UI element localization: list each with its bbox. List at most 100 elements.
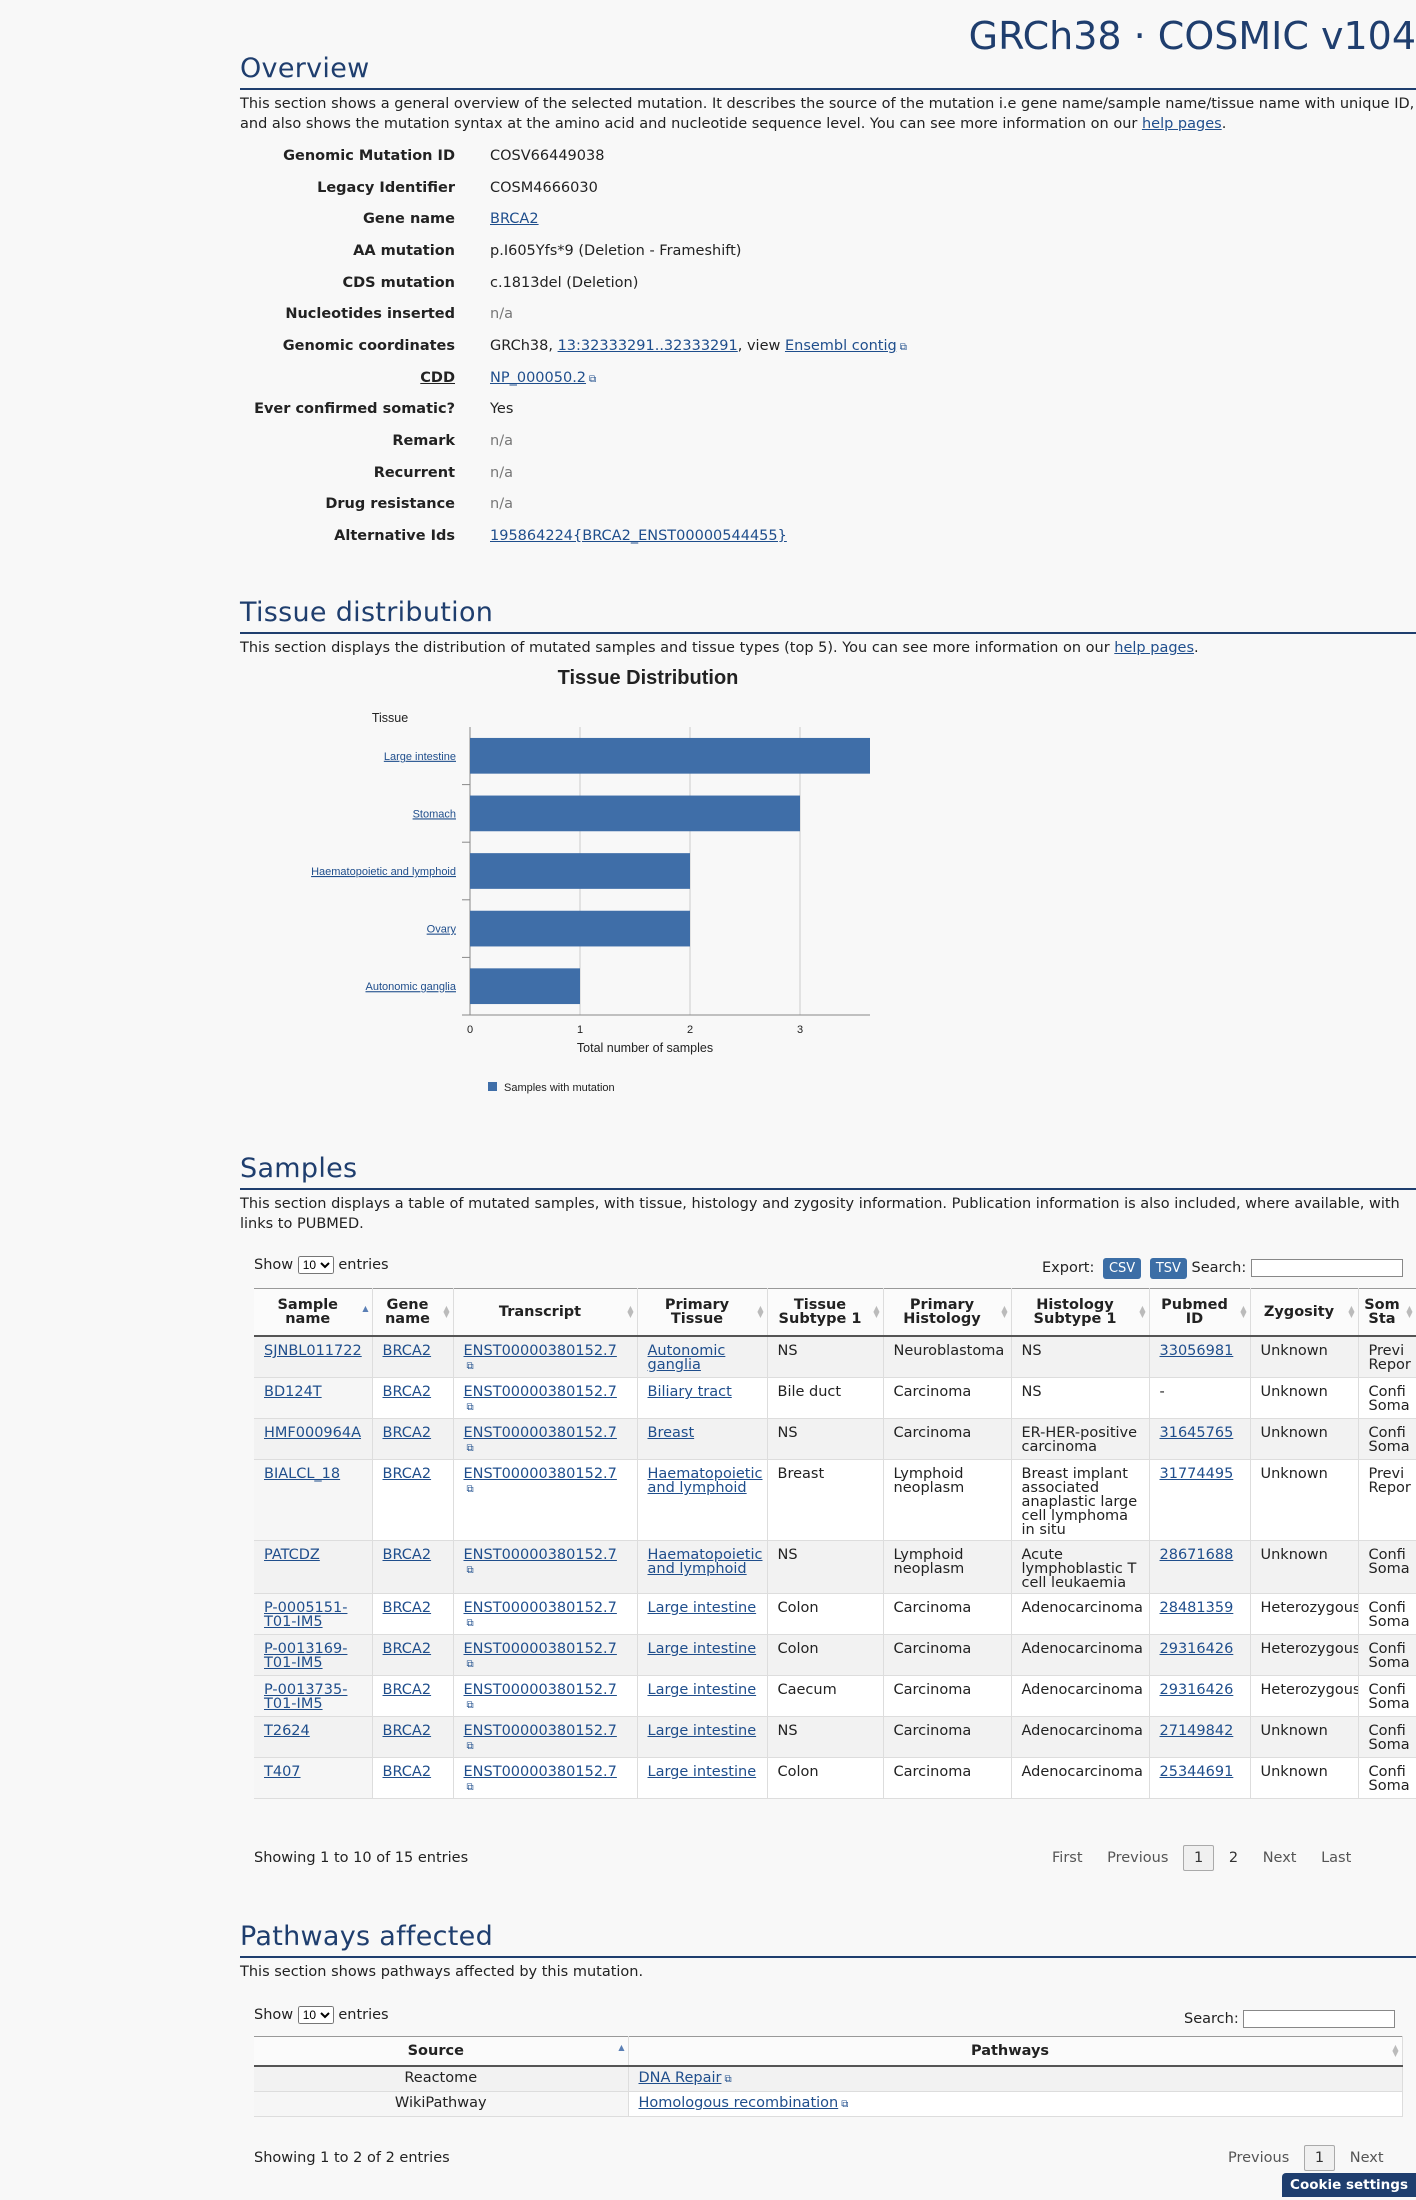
- page-1-button[interactable]: 1: [1183, 1845, 1215, 1871]
- pubmed-link[interactable]: 28481359: [1159, 1600, 1234, 1616]
- page-1-button[interactable]: 1: [1303, 2145, 1336, 2171]
- category-label[interactable]: Stomach: [413, 808, 456, 820]
- gene-link[interactable]: BRCA2: [382, 1723, 432, 1739]
- tissue-link[interactable]: Large intestine: [647, 1764, 757, 1780]
- column-header[interactable]: Pathways ▲ ▼: [628, 2036, 1403, 2067]
- column-header[interactable]: Sample name ▲: [254, 1288, 373, 1337]
- sample-link[interactable]: BD124T: [264, 1384, 322, 1400]
- coordinates-link[interactable]: 13:32333291..32333291: [557, 337, 738, 354]
- samples-search-input[interactable]: [1250, 1259, 1403, 1277]
- gene-link[interactable]: BRCA2: [382, 1343, 432, 1359]
- table-cell: Carcinoma: [883, 1716, 1012, 1758]
- column-header[interactable]: Primary Histology ▲ ▼: [883, 1288, 1012, 1337]
- pathway-link[interactable]: DNA Repair: [639, 2070, 732, 2086]
- sample-link[interactable]: HMF000964A: [264, 1425, 362, 1441]
- transcript-link[interactable]: ENST00000380152.7: [464, 1425, 617, 1455]
- sample-link[interactable]: SJNBL011722: [264, 1343, 362, 1359]
- tissue-link[interactable]: Large intestine: [647, 1682, 757, 1698]
- page-length-select[interactable]: 10: [297, 2006, 334, 2024]
- gene-link[interactable]: BRCA2: [382, 1425, 432, 1441]
- transcript-link[interactable]: ENST00000380152.7: [464, 1466, 617, 1496]
- column-header[interactable]: Pubmed ID ▲ ▼: [1149, 1288, 1251, 1337]
- pathway-link[interactable]: Homologous recombination: [639, 2095, 849, 2111]
- gene-link[interactable]: BRCA2: [382, 1682, 432, 1698]
- table-cell: Unknown: [1250, 1377, 1359, 1419]
- page-length-control: Show 10 entries: [254, 2006, 389, 2024]
- pubmed-link[interactable]: 28671688: [1159, 1547, 1234, 1563]
- last-page-button[interactable]: Last: [1321, 1850, 1352, 1866]
- tissue-link[interactable]: Large intestine: [647, 1641, 757, 1657]
- gene-link[interactable]: BRCA2: [382, 1547, 432, 1563]
- ensembl-contig-link[interactable]: Ensembl contig: [785, 338, 907, 354]
- help-pages-link[interactable]: help pages: [1114, 640, 1195, 656]
- genomic-mutation-id: COSV66449038: [490, 147, 605, 164]
- sample-link[interactable]: PATCDZ: [264, 1547, 320, 1563]
- column-header[interactable]: Transcript ▲ ▼: [453, 1288, 638, 1337]
- transcript-link[interactable]: ENST00000380152.7: [464, 1641, 617, 1671]
- tissue-link[interactable]: Large intestine: [647, 1723, 757, 1739]
- pubmed-link[interactable]: 33056981: [1159, 1343, 1234, 1359]
- tissue-link[interactable]: Breast: [647, 1425, 695, 1441]
- gene-link[interactable]: BRCA2: [382, 1466, 432, 1482]
- category-label[interactable]: Ovary: [427, 924, 457, 936]
- next-page-button[interactable]: Next: [1349, 2150, 1384, 2166]
- transcript-link[interactable]: ENST00000380152.7: [464, 1343, 617, 1373]
- tissue-link[interactable]: Large intestine: [647, 1600, 757, 1616]
- tsv-export-button[interactable]: TSV: [1149, 1258, 1187, 1279]
- gene-link[interactable]: BRCA2: [382, 1600, 432, 1616]
- csv-export-button[interactable]: CSV: [1102, 1258, 1142, 1279]
- sample-link[interactable]: P-0013169-T01-IM5: [264, 1641, 348, 1671]
- transcript-link[interactable]: ENST00000380152.7: [464, 1723, 617, 1753]
- column-header[interactable]: Som Sta ▲ ▼: [1358, 1288, 1416, 1337]
- category-label[interactable]: Haematopoietic and lymphoid: [311, 866, 456, 878]
- tissue-link[interactable]: Autonomic ganglia: [647, 1343, 726, 1373]
- transcript-link[interactable]: ENST00000380152.7: [464, 1384, 617, 1414]
- column-header[interactable]: Source ▲: [254, 2036, 629, 2067]
- sample-link[interactable]: T407: [264, 1764, 301, 1780]
- pathways-search-input[interactable]: [1243, 2010, 1396, 2028]
- column-header[interactable]: Primary Tissue ▲ ▼: [637, 1288, 768, 1337]
- previous-page-button[interactable]: Previous: [1107, 1850, 1169, 1866]
- pubmed-link[interactable]: 31645765: [1159, 1425, 1234, 1441]
- transcript-link[interactable]: ENST00000380152.7: [464, 1547, 617, 1577]
- tissue-link[interactable]: Haematopoietic and lymphoid: [647, 1466, 763, 1496]
- transcript-link[interactable]: ENST00000380152.7: [464, 1682, 617, 1712]
- pubmed-link[interactable]: 25344691: [1159, 1764, 1234, 1780]
- previous-page-button[interactable]: Previous: [1228, 2150, 1290, 2166]
- tissue-link[interactable]: Haematopoietic and lymphoid: [647, 1547, 763, 1577]
- category-label[interactable]: Large intestine: [384, 751, 456, 763]
- pubmed-link[interactable]: 31774495: [1159, 1466, 1234, 1482]
- tissue-link[interactable]: Biliary tract: [647, 1384, 732, 1400]
- page-2-button[interactable]: 2: [1228, 1850, 1239, 1866]
- help-pages-link[interactable]: help pages: [1141, 116, 1222, 132]
- cdd-link[interactable]: NP_000050.2: [490, 370, 596, 386]
- next-page-button[interactable]: Next: [1262, 1850, 1297, 1866]
- pubmed-link[interactable]: 27149842: [1159, 1723, 1234, 1739]
- page-length-select[interactable]: 10: [297, 1256, 334, 1274]
- sample-link[interactable]: T2624: [264, 1723, 310, 1739]
- column-header[interactable]: Tissue Subtype 1 ▲ ▼: [767, 1288, 884, 1337]
- pubmed-link[interactable]: 29316426: [1159, 1682, 1234, 1698]
- sort-icon: ▲ ▼: [443, 1304, 450, 1319]
- gene-link[interactable]: BRCA2: [382, 1641, 432, 1657]
- alternative-ids-link[interactable]: 195864224{BRCA2_ENST00000544455}: [490, 528, 787, 545]
- transcript-link[interactable]: ENST00000380152.7: [464, 1600, 617, 1630]
- first-page-button[interactable]: First: [1052, 1850, 1083, 1866]
- cookie-settings-button[interactable]: Cookie settings: [1282, 2173, 1416, 2197]
- category-label[interactable]: Autonomic ganglia: [365, 981, 456, 993]
- export-control: Export: CSV TSV Search:: [1042, 1258, 1403, 1279]
- pubmed-link[interactable]: 29316426: [1159, 1641, 1234, 1657]
- gene-link[interactable]: BRCA2: [382, 1384, 432, 1400]
- bar: [470, 795, 800, 832]
- sample-link[interactable]: P-0013735-T01-IM5: [264, 1682, 348, 1712]
- column-header[interactable]: Gene name ▲ ▼: [372, 1288, 454, 1337]
- sample-link[interactable]: P-0005151-T01-IM5: [264, 1600, 348, 1630]
- gene-link[interactable]: BRCA2: [382, 1764, 432, 1780]
- column-header[interactable]: Zygosity ▲ ▼: [1250, 1288, 1359, 1337]
- table-cell: Colon: [767, 1593, 884, 1635]
- transcript-link[interactable]: ENST00000380152.7: [464, 1764, 617, 1794]
- sample-link[interactable]: BIALCL_18: [264, 1466, 341, 1482]
- gene-name-link[interactable]: BRCA2: [490, 211, 539, 228]
- column-header[interactable]: Histology Subtype 1 ▲ ▼: [1011, 1288, 1150, 1337]
- table-cell: Confi Soma: [1358, 1377, 1416, 1419]
